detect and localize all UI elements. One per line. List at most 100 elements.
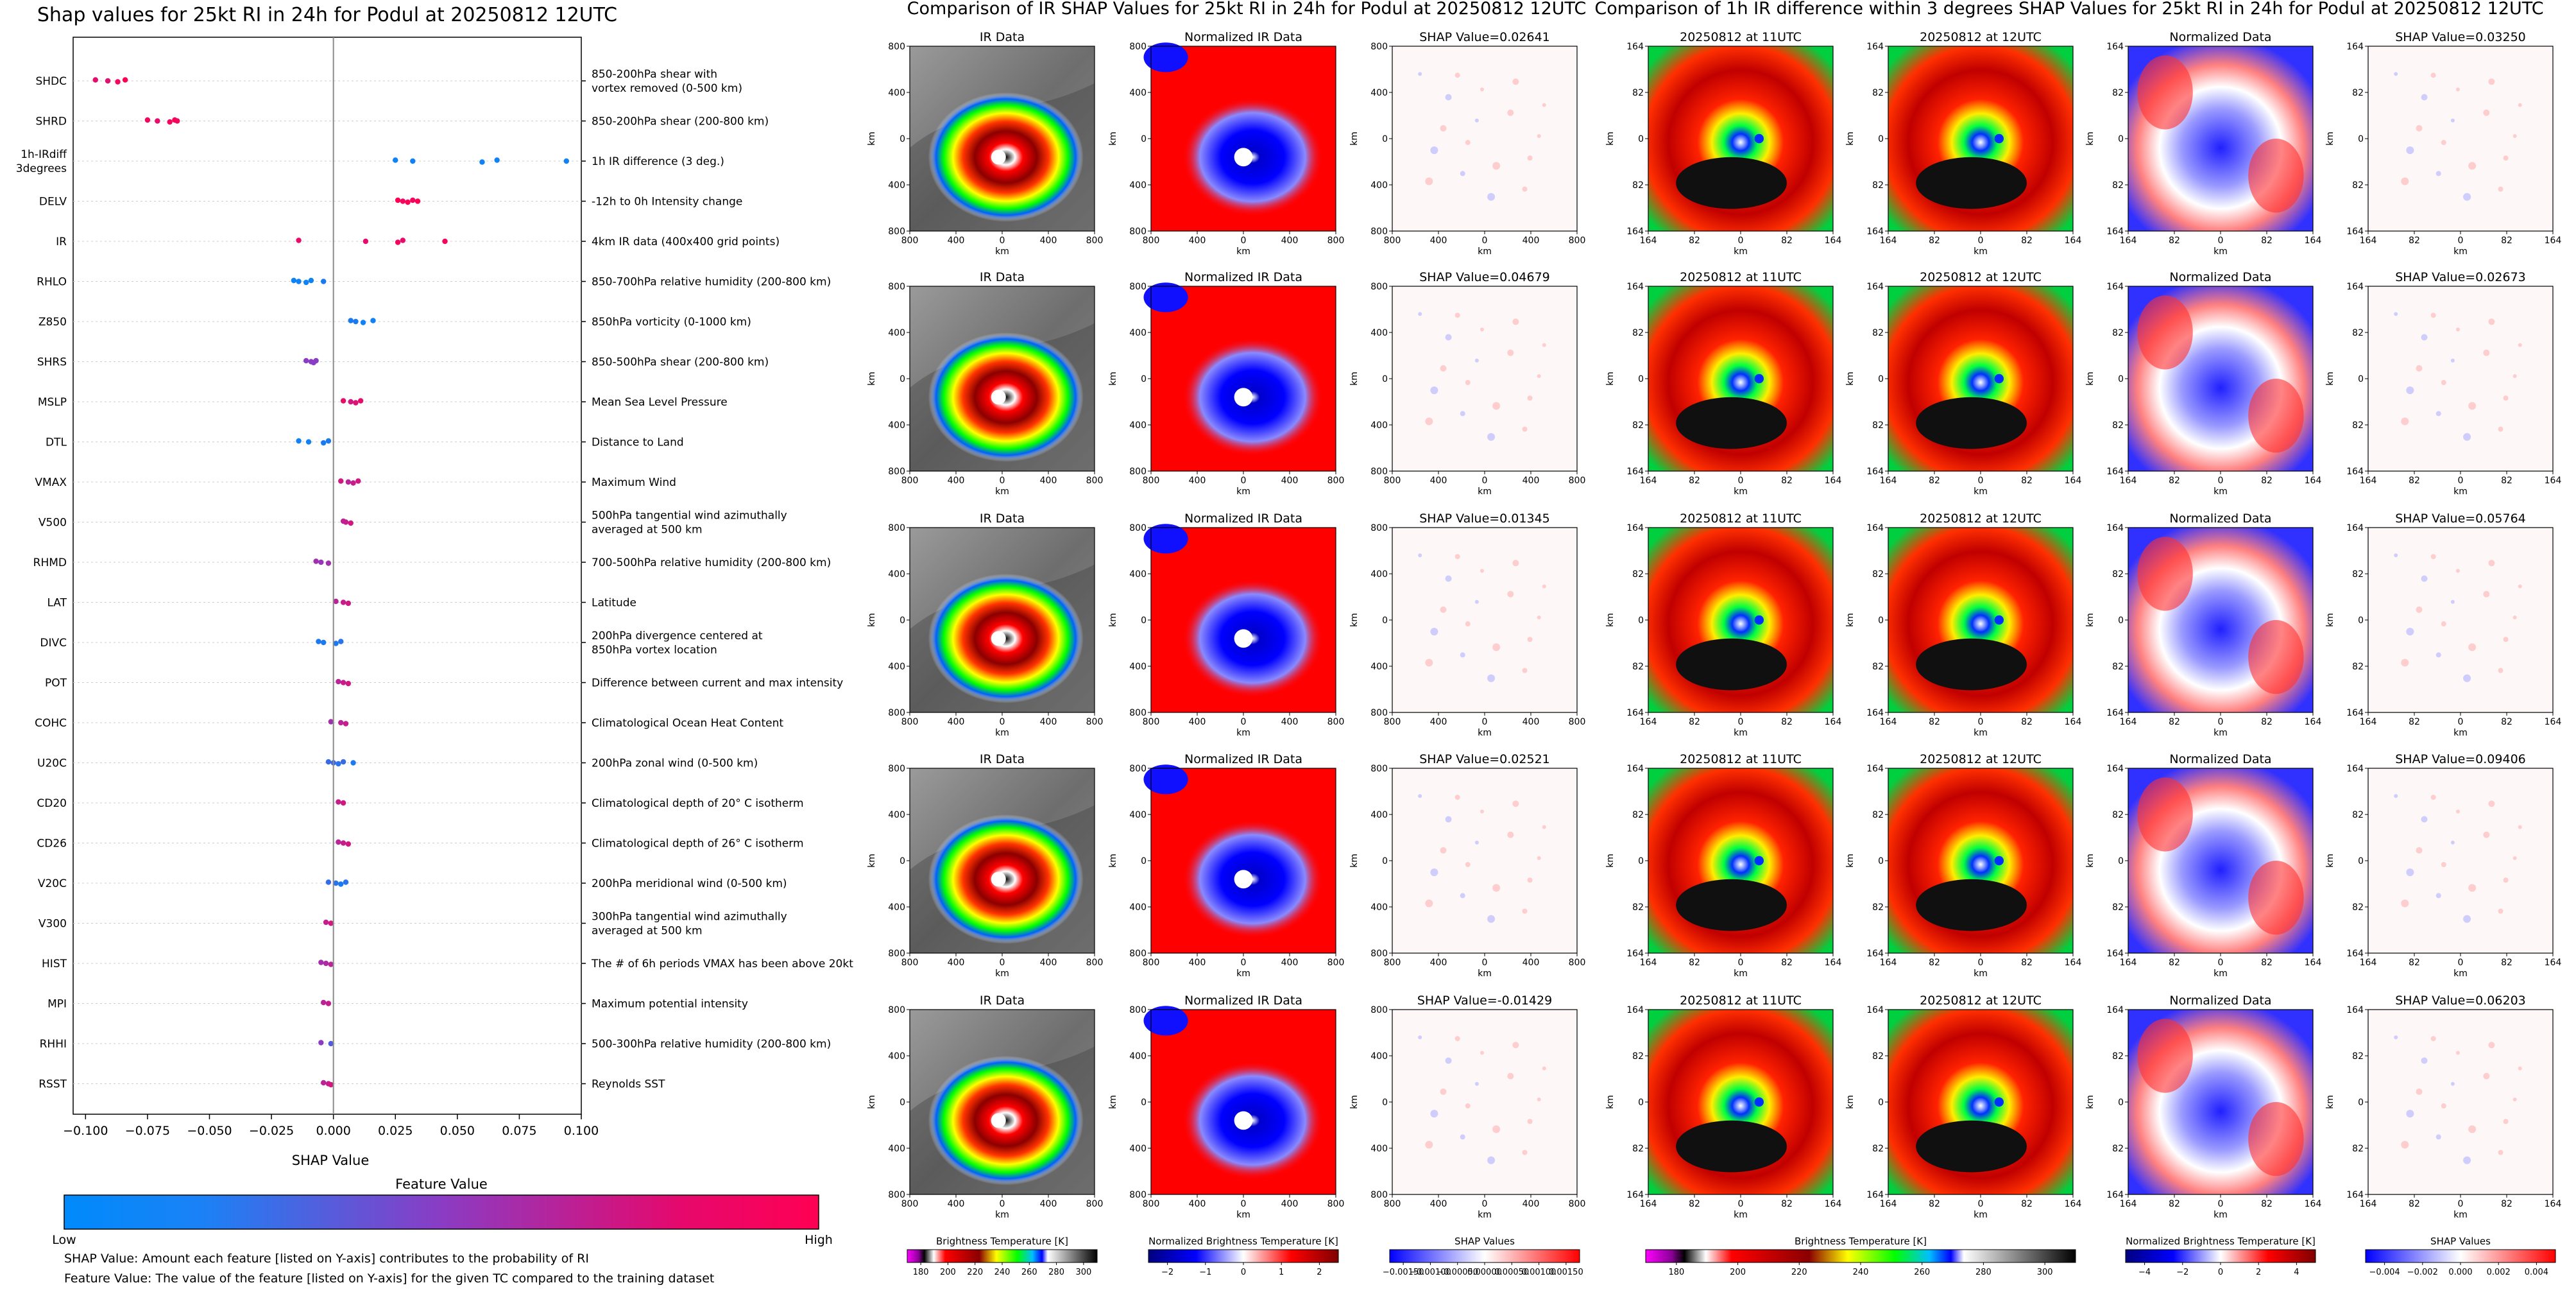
x-axis-label: km [1734, 969, 1748, 979]
ir-zoom-cold-band [1676, 397, 1787, 449]
y-tick-label: 400 [1370, 569, 1388, 580]
feature-description-line: The # of 6h periods VMAX has been above … [591, 958, 853, 970]
y-tick-label: 0 [1878, 856, 1884, 866]
image-panel: 20250812 at 12UTC1641648282008282164164k… [1845, 30, 2081, 257]
shap-speckle [2512, 374, 2517, 378]
y-tick-label: 164 [1626, 42, 1644, 52]
x-tick-label: 400 [1523, 476, 1540, 486]
feature-description-line: 500hPa tangential wind azimuthally [592, 510, 787, 522]
shap-speckle [1527, 1119, 1533, 1124]
feature-description-line: Distance to Land [592, 436, 684, 449]
y-tick-label: 82 [1872, 1051, 1884, 1062]
y-tick-label: 0 [1382, 134, 1388, 144]
image-panel: Normalized Data1641648282008282164164kmk… [2085, 30, 2321, 257]
feature-label-line: DTL [46, 436, 67, 449]
y-tick-label: 82 [2112, 88, 2124, 98]
y-tick-label: 800 [1129, 282, 1147, 292]
x-tick-label: 0 [1482, 1199, 1488, 1209]
shap-speckle [2463, 1156, 2471, 1164]
shap-point [345, 600, 352, 607]
y-tick-label: 800 [1129, 227, 1147, 237]
x-axis-label: km [995, 246, 1009, 257]
y-tick-label: 400 [1370, 1144, 1388, 1154]
shap-point [321, 999, 327, 1006]
y-tick-label: 0 [1141, 856, 1147, 866]
shap-map-background [1392, 768, 1577, 953]
shap-speckle [1480, 809, 1484, 814]
shap-point [175, 118, 180, 124]
y-tick-label: 82 [2352, 88, 2364, 98]
y-tick-label: 0 [2358, 856, 2364, 866]
y-axis-label: km [1605, 613, 1616, 627]
y-tick-label: 0 [2118, 616, 2124, 626]
shap-speckle [2463, 433, 2471, 441]
x-tick-label: 400 [1281, 958, 1299, 968]
shap-point [338, 881, 344, 887]
shap-speckle [1522, 908, 1528, 914]
shap-title: SHAP Value=0.02521 [1419, 752, 1550, 766]
x-tick-label: 400 [1281, 717, 1299, 727]
norm-corner-cloud [1143, 764, 1188, 795]
x-tick-label: 0 [1000, 476, 1005, 486]
shap-point [353, 318, 359, 325]
shap-speckle [1454, 313, 1460, 318]
x-tick-label: 82 [2169, 958, 2180, 968]
shap-speckle [2488, 318, 2495, 325]
x-axis-label: km [1734, 728, 1748, 738]
y-axis-label: km [1605, 854, 1616, 868]
shap-speckle [1425, 1141, 1433, 1149]
shap-speckle [1460, 411, 1465, 417]
x-tick-label: 0 [2458, 476, 2464, 486]
feature-description-line: 850-200hPa shear with [592, 68, 717, 81]
shap-speckle [1537, 615, 1541, 619]
y-axis-label: km [1845, 372, 1855, 386]
ir-zoom-cold-band [1916, 397, 2027, 449]
ir-storm [928, 1056, 1084, 1185]
feature-description-line: 850hPa vortex location [592, 644, 717, 657]
shap-speckle [1465, 140, 1471, 146]
y-axis-label: km [867, 854, 877, 868]
shap-speckle [2518, 343, 2522, 347]
shap-speckle [1430, 146, 1438, 155]
shap-speckle [1474, 599, 1479, 604]
ir-zoom-eye [1754, 134, 1764, 144]
feature-description: 200hPa meridional wind (0-500 km) [592, 877, 787, 890]
x-tick-label: 800 [1143, 236, 1160, 246]
x-tick-label: 0.100 [564, 1124, 599, 1138]
y-tick-label: 400 [1129, 328, 1147, 338]
feature-label: SHRS [37, 356, 67, 369]
x-tick-label: 82 [2409, 236, 2420, 246]
y-tick-label: 164 [1626, 1190, 1644, 1200]
x-tick-label: 82 [1781, 236, 1793, 246]
shap-point [370, 318, 376, 323]
y-axis-label: km [1108, 613, 1118, 627]
x-tick-label: 400 [948, 717, 965, 727]
y-axis-label: km [1349, 854, 1360, 868]
image-panel: 20250812 at 11UTC1641648282008282164164k… [1605, 30, 1841, 257]
y-tick-label: 82 [2352, 420, 2364, 431]
x-tick-label: 800 [901, 958, 919, 968]
shap-speckle [1487, 915, 1496, 923]
x-tick-label: 800 [1384, 476, 1401, 486]
feature-description: Difference between current and max inten… [592, 677, 843, 690]
y-tick-label: 800 [1370, 764, 1388, 774]
x-tick-label: 0 [1482, 476, 1488, 486]
shap-point [313, 357, 319, 364]
y-tick-label: 800 [888, 467, 905, 477]
y-tick-label: 164 [1626, 282, 1644, 292]
colorbar-tick-label: 0.00000 [1467, 1268, 1502, 1277]
y-tick-label: 164 [2346, 1005, 2364, 1015]
norm-zoom-warm [2137, 777, 2193, 852]
x-tick-label: 164 [2545, 958, 2562, 968]
image-panel: 20250812 at 11UTC1641648282008282164164k… [1605, 512, 1841, 738]
y-tick-label: 0 [2118, 134, 2124, 144]
feature-label: DELV [39, 196, 67, 209]
shap-speckle [2498, 668, 2503, 673]
x-tick-label: 400 [948, 1199, 965, 1209]
x-axis-label: km [2213, 246, 2228, 257]
x-tick-label: 0 [1241, 476, 1247, 486]
y-tick-label: 82 [2112, 662, 2124, 672]
shap-speckle [2450, 840, 2455, 845]
x-tick-label: 82 [2501, 236, 2512, 246]
